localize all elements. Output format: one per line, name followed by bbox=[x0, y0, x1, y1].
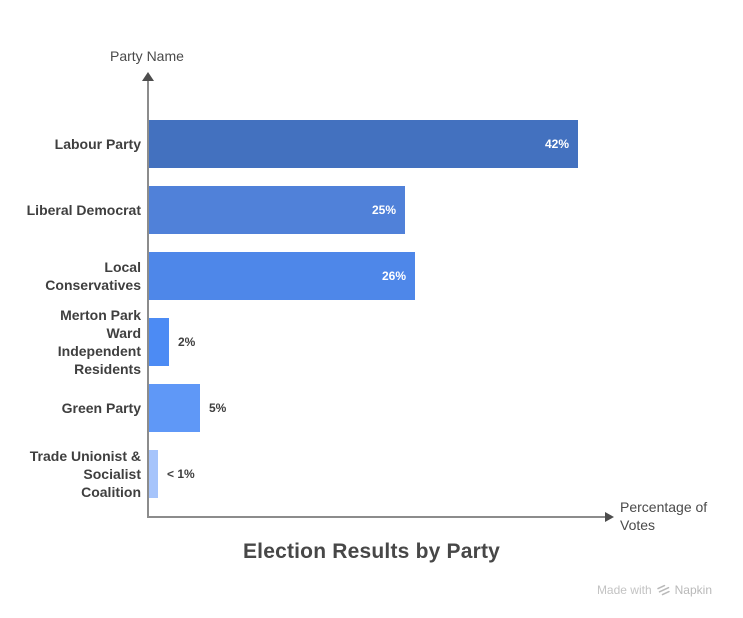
x-axis-arrow-icon bbox=[605, 512, 614, 522]
x-axis-line bbox=[147, 516, 607, 518]
category-label-trade-unionist-socialist-coalition: Trade Unionist & Socialist Coalition bbox=[29, 448, 141, 500]
watermark: Made with Napkin bbox=[597, 583, 712, 597]
bar-labour-party: 42% bbox=[149, 120, 578, 168]
y-axis-arrow-icon bbox=[142, 72, 154, 81]
watermark-brand: Napkin bbox=[674, 583, 712, 597]
napkin-logo-icon bbox=[656, 584, 670, 596]
bar-green-party: 5% bbox=[149, 384, 226, 432]
value-label-green-party: 5% bbox=[209, 401, 227, 415]
bar-merton-park-ward-independent-residents: 2% bbox=[149, 318, 195, 366]
category-label-merton-park-ward-independent-residents: Merton Park Ward Independent Residents bbox=[57, 307, 141, 377]
x-axis-title: Percentage of Votes bbox=[620, 499, 708, 533]
bar-trade-unionist-socialist-coalition: < 1% bbox=[149, 450, 195, 498]
chart-title: Election Results by Party bbox=[242, 540, 501, 563]
watermark-prefix: Made with bbox=[596, 583, 652, 597]
category-label-green-party: Green Party bbox=[61, 400, 141, 416]
category-label-local-conservatives: Local Conservatives bbox=[45, 259, 141, 293]
value-label-local-conservatives: 26% bbox=[381, 269, 406, 283]
value-label-trade-unionist-socialist-coalition: < 1% bbox=[167, 467, 195, 481]
bar-local-conservatives: 26% bbox=[149, 252, 415, 300]
y-axis-title: Party Name bbox=[110, 48, 184, 64]
value-label-labour-party: 42% bbox=[544, 137, 569, 151]
y-axis-line bbox=[147, 80, 149, 518]
bar-liberal-democrat: 25% bbox=[149, 186, 405, 234]
value-label-liberal-democrat: 25% bbox=[371, 203, 396, 217]
category-label-labour-party: Labour Party bbox=[54, 136, 141, 152]
value-label-merton-park-ward-independent-residents: 2% bbox=[178, 335, 196, 349]
category-label-liberal-democrat: Liberal Democrat bbox=[26, 202, 141, 218]
